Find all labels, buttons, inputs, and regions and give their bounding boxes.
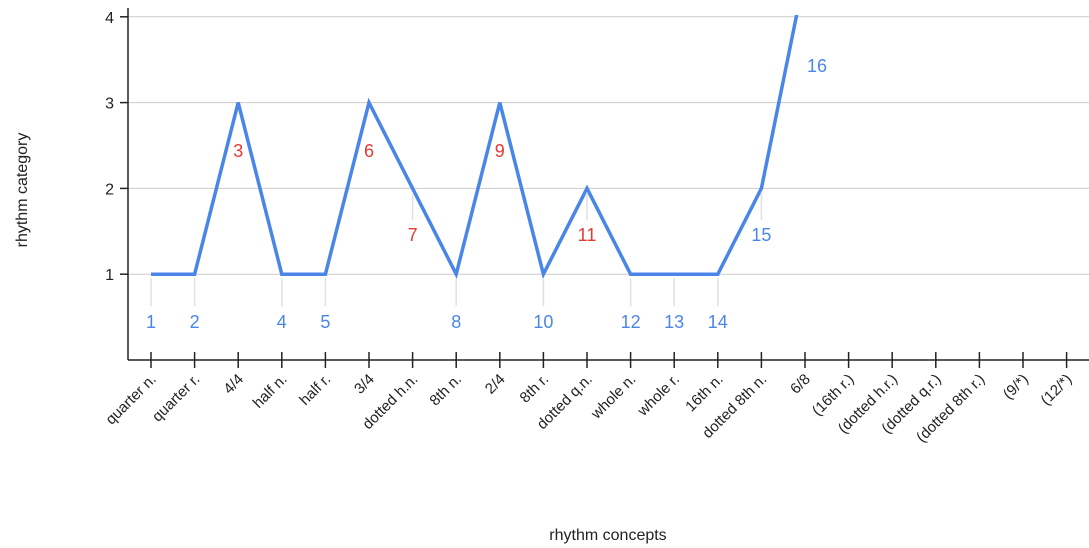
y-tick-label: 4 [105, 10, 114, 27]
data-label: 13 [664, 312, 684, 332]
y-axis-title: rhythm category [14, 133, 31, 248]
x-tick-label: 6/8 [787, 371, 814, 398]
data-label: 9 [495, 141, 505, 161]
data-label: 10 [533, 312, 553, 332]
y-tick-label: 1 [105, 267, 114, 284]
y-axis-ticks: 1 2 3 4 [105, 10, 128, 284]
data-label: 1 [146, 312, 156, 332]
x-tick-label: whole n. [587, 371, 639, 423]
series-group [151, 15, 799, 280]
data-label: 12 [621, 312, 641, 332]
data-label: 5 [320, 312, 330, 332]
x-tick-label: 3/4 [351, 371, 378, 398]
data-label: 11 [578, 225, 597, 245]
x-tick-label: (12/*) [1037, 371, 1075, 409]
series-line [151, 15, 799, 280]
x-tick-label: 4/4 [220, 371, 247, 398]
x-tick-label: half n. [250, 371, 291, 412]
x-tick-label: 2/4 [482, 371, 509, 398]
data-label: 8 [451, 312, 461, 332]
x-tick-label: (9/*) [1000, 371, 1032, 403]
x-tick-label: 8th r. [517, 371, 553, 407]
grid-lines [128, 16, 1089, 275]
x-axis-ticks: quarter n.quarter r. 4/4 half n. half r. 3/4… [102, 352, 1075, 446]
x-tick-label: quarter r. [149, 371, 203, 425]
x-tick-label: half r. [296, 371, 334, 409]
x-tick-label: quarter n. [102, 371, 159, 428]
data-label: 3 [233, 141, 243, 161]
data-label: 2 [190, 312, 200, 332]
y-tick-label: 3 [105, 96, 114, 113]
x-tick-label: 8th n. [426, 371, 465, 410]
x-axis-title: rhythm concepts [549, 527, 666, 544]
y-tick-label: 2 [105, 181, 114, 198]
data-label: 6 [364, 141, 374, 161]
x-tick-label: whole r. [634, 371, 683, 420]
data-label: 7 [408, 225, 418, 245]
data-label: 4 [277, 312, 287, 332]
data-label: 14 [708, 312, 728, 332]
data-label: 15 [751, 225, 771, 245]
data-label: 16 [807, 56, 827, 76]
